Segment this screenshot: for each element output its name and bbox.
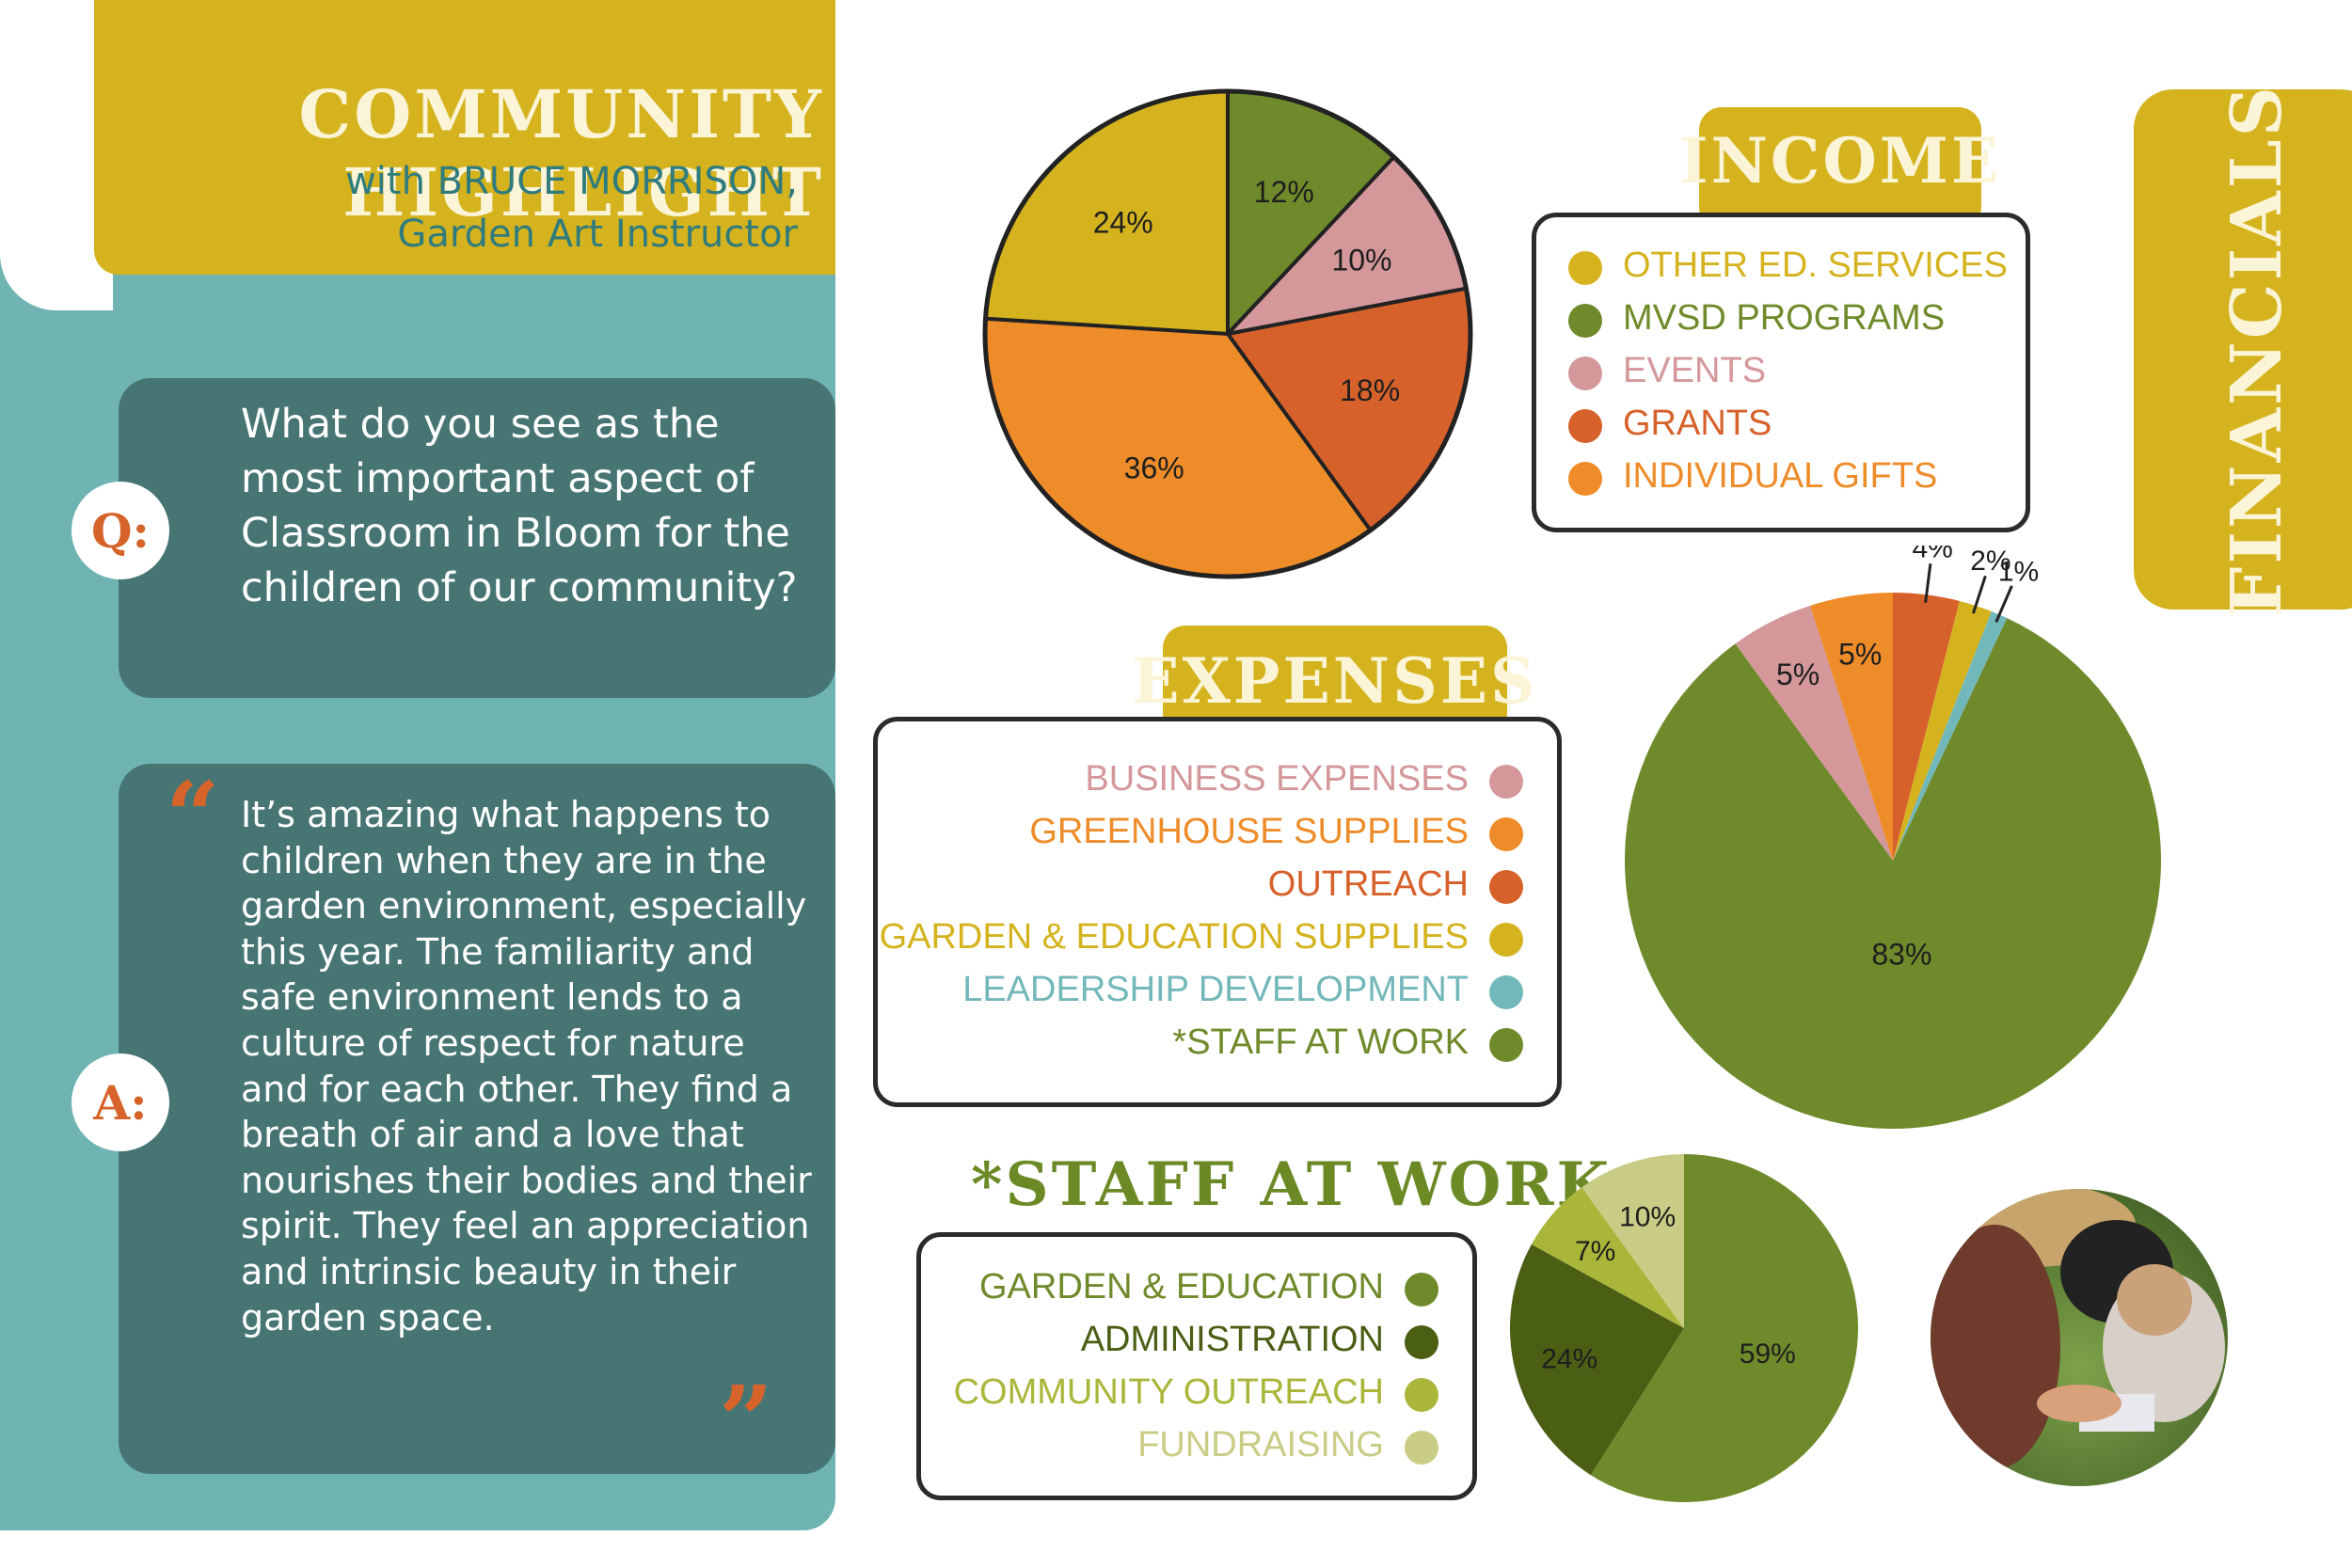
legend-swatch-leadership — [1489, 975, 1523, 1009]
pie-slice-community-outreach — [1531, 1187, 1684, 1328]
answer-text: It’s amazing what happens to children wh… — [241, 794, 812, 1338]
legend-label-garden-supplies: GARDEN & EDUCATION SUPPLIES — [879, 917, 1469, 957]
legend-swatch-other-ed — [1568, 251, 1602, 285]
staff-pie-chart: 59% 24% 7%10% — [1510, 1154, 1858, 1502]
pie-label-mvsd-programs: 12% — [1254, 175, 1314, 209]
legend-swatch-business — [1489, 765, 1523, 799]
financials-label: FINANCIALS — [2217, 83, 2297, 616]
legend-label-grants: GRANTS — [1623, 404, 1772, 443]
pie-label-outreach: 4% — [1912, 546, 1952, 563]
pie-slice-business-expenses — [1735, 605, 1893, 861]
legend-label-business: BUSINESS EXPENSES — [1085, 759, 1469, 799]
pie-label-individual-gifts: 36% — [1124, 451, 1184, 484]
highlight-subtitle-name: with BRUCE MORRISON, — [345, 160, 798, 203]
legend-swatch-grants — [1568, 409, 1602, 443]
legend-label-fundraising: FUNDRAISING — [1137, 1425, 1384, 1465]
legend-label-mvsd: MVSD PROGRAMS — [1623, 298, 1946, 338]
pie-label-fundraising: 10% — [1619, 1201, 1676, 1232]
pie-slice-garden-education-supplies — [1893, 600, 1992, 861]
pie-leader-line — [1924, 563, 1932, 603]
highlight-title: COMMUNITY HIGHLIGHT — [298, 75, 824, 231]
legend-swatch-greenhouse — [1489, 817, 1523, 851]
legend-swatch-events — [1568, 356, 1602, 390]
legend-label-events: EVENTS — [1623, 351, 1767, 390]
pie-label-leadership-development: 1% — [1998, 556, 2039, 587]
pie-slice-leadership-development — [1893, 611, 2008, 861]
pie-label-events: 10% — [1331, 244, 1391, 277]
question-badge: Q: — [72, 482, 169, 579]
pie-slice-fundraising — [1581, 1154, 1684, 1328]
legend-label-staff: *STAFF AT WORK — [1172, 1022, 1469, 1062]
income-title: INCOME — [1679, 107, 1998, 230]
answer-box — [119, 764, 835, 1474]
legend-swatch-community — [1405, 1378, 1438, 1412]
pie-leader-line — [1994, 585, 2013, 623]
open-quote-icon: “ — [166, 761, 220, 872]
pie-slice-outreach — [1893, 593, 1960, 861]
pie-label-other-ed-services: 24% — [1093, 206, 1153, 240]
question-text: What do you see as the most important as… — [241, 401, 798, 611]
staff-title: *STAFF AT WORK — [971, 1149, 1613, 1220]
pie-slice-administration — [1510, 1243, 1684, 1476]
answer-badge: A: — [72, 1053, 169, 1151]
staff-legend: GARDEN & EDUCATION ADMINISTRATION COMMUN… — [916, 1232, 1477, 1500]
pie-label-grants: 18% — [1340, 373, 1400, 407]
pie-label-garden-education-supplies: 2% — [1970, 546, 2010, 577]
pie-label-staff-at-work: 83% — [1871, 937, 1931, 971]
pie-label-greenhouse-supplies: 5% — [1838, 637, 1882, 671]
close-quote-icon: ” — [719, 1365, 773, 1476]
expenses-legend: BUSINESS EXPENSES GREENHOUSE SUPPLIES OU… — [873, 717, 1562, 1107]
pie-label-business-expenses: 5% — [1776, 657, 1820, 691]
legend-label-greenhouse: GREENHOUSE SUPPLIES — [1029, 812, 1469, 851]
question-box — [119, 378, 835, 698]
legend-swatch-garden-supplies — [1489, 923, 1523, 957]
pie-outline — [982, 88, 1473, 579]
pie-label-administration: 24% — [1541, 1343, 1597, 1374]
highlight-subtitle-role: Garden Art Instructor — [397, 213, 798, 256]
highlight-header — [94, 0, 835, 275]
financials-tab: FINANCIALS — [2134, 83, 2352, 616]
legend-swatch-fundraising — [1405, 1431, 1438, 1465]
legend-label-leadership: LEADERSHIP DEVELOPMENT — [962, 970, 1469, 1009]
legend-label-other-ed: OTHER ED. SERVICES — [1623, 245, 2008, 285]
legend-label-garden-ed: GARDEN & EDUCATION — [978, 1267, 1384, 1307]
legend-swatch-outreach — [1489, 870, 1523, 904]
legend-swatch-staff — [1489, 1028, 1523, 1062]
legend-label-community: COMMUNITY OUTREACH — [953, 1372, 1384, 1412]
pie-slice-staff-at-work — [1625, 618, 2161, 1129]
legend-label-outreach: OUTREACH — [1267, 864, 1469, 904]
pie-slice-garden-education — [1590, 1154, 1858, 1502]
legend-swatch-garden-ed — [1405, 1273, 1438, 1307]
pie-label-garden-education: 59% — [1740, 1338, 1796, 1370]
expenses-pie-chart: 5% 5% 4% 2%1% 83% — [1625, 546, 2161, 1129]
legend-swatch-mvsd — [1568, 304, 1602, 338]
income-pie-chart: 24% 12% 10% 18% 36% — [982, 88, 1473, 579]
legend-label-admin: ADMINISTRATION — [1080, 1320, 1384, 1359]
income-legend: OTHER ED. SERVICES MVSD PROGRAMS EVENTS … — [1532, 213, 2030, 532]
legend-swatch-admin — [1405, 1325, 1438, 1359]
pie-slice-greenhouse-supplies — [1809, 593, 1893, 861]
legend-swatch-gifts — [1568, 462, 1602, 496]
legend-label-gifts: INDIVIDUAL GIFTS — [1623, 456, 1938, 496]
pie-leader-line — [1972, 575, 1987, 614]
pie-label-community-outreach: 7% — [1575, 1236, 1615, 1267]
garden-photo — [1931, 1189, 2228, 1486]
